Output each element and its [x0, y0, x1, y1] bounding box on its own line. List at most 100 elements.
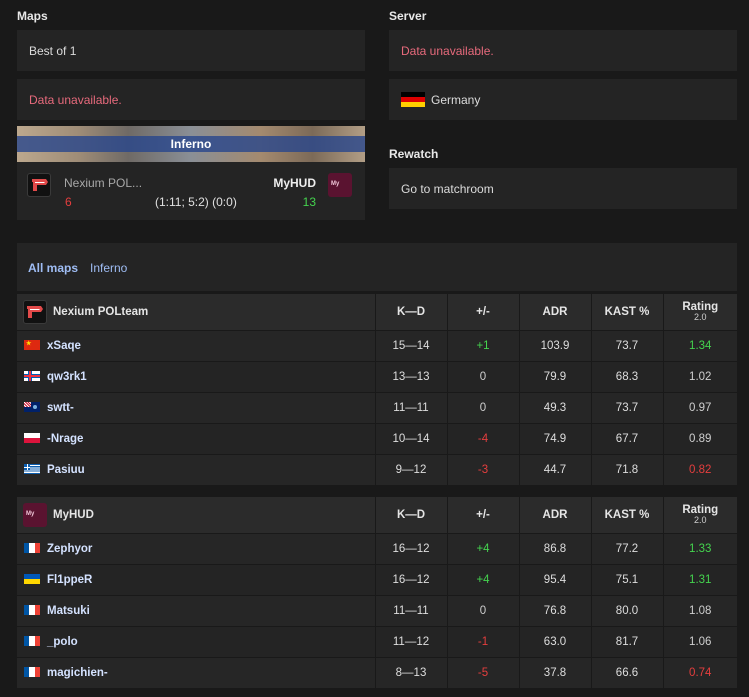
player-row: Fl1ppeR 16—12 +4 95.4 75.1 1.31	[17, 564, 737, 596]
tab-inferno[interactable]: Inferno	[90, 261, 128, 275]
server-heading: Server	[389, 9, 427, 23]
player-rating: 1.33	[663, 533, 737, 565]
matchroom-link[interactable]: Go to matchroom	[401, 181, 494, 196]
map-score-card: Nexium POL... 6 (1:11; 5:2) (0:0) MyHUD …	[17, 162, 365, 220]
player-kd: 11—12	[375, 626, 448, 658]
player-plus-minus: -1	[447, 626, 520, 658]
map-tabs: All maps Inferno	[17, 243, 737, 291]
player-kast: 66.6	[591, 657, 664, 689]
team2-logo-icon: My	[328, 173, 352, 197]
player-adr: 79.9	[519, 361, 592, 393]
greece-flag-icon	[24, 464, 40, 475]
team2-score: 13	[302, 195, 316, 209]
player-name[interactable]: magichien-	[17, 657, 376, 689]
player-name[interactable]: swtt-	[17, 392, 376, 424]
player-adr: 86.8	[519, 533, 592, 565]
player-kd: 16—12	[375, 564, 448, 596]
player-name[interactable]: Zephyor	[17, 533, 376, 565]
team1-table-name: Nexium POLteam	[53, 305, 149, 318]
player-plus-minus: +4	[447, 533, 520, 565]
player-kast: 71.8	[591, 454, 664, 486]
player-kd: 11—11	[375, 392, 448, 424]
france-flag-icon	[24, 636, 40, 647]
player-adr: 37.8	[519, 657, 592, 689]
matchroom-box[interactable]: Go to matchroom	[389, 168, 737, 209]
col-plus-minus: +/-	[447, 294, 520, 331]
player-kast: 75.1	[591, 564, 664, 596]
team2-name: MyHUD	[273, 176, 316, 190]
player-kast: 77.2	[591, 533, 664, 565]
player-kd: 16—12	[375, 533, 448, 565]
ukraine-flag-icon	[24, 574, 40, 585]
poland-flag-icon	[24, 433, 40, 444]
player-kd: 8—13	[375, 657, 448, 689]
player-row: -Nrage 10—14 -4 74.9 67.7 0.89	[17, 423, 737, 455]
server-location: Germany	[431, 93, 481, 107]
col-kd: K—D	[375, 497, 448, 534]
player-adr: 95.4	[519, 564, 592, 596]
player-kd: 13—13	[375, 361, 448, 393]
player-adr: 74.9	[519, 423, 592, 455]
tab-all-maps[interactable]: All maps	[28, 261, 79, 275]
team2-header: My MyHUD	[17, 497, 376, 534]
match-format: Best of 1	[29, 43, 77, 58]
player-adr: 44.7	[519, 454, 592, 486]
player-rating: 0.89	[663, 423, 737, 455]
player-row: qw3rk1 13—13 0 79.9 68.3 1.02	[17, 361, 737, 393]
col-adr: ADR	[519, 497, 592, 534]
col-plus-minus: +/-	[447, 497, 520, 534]
player-name[interactable]: Fl1ppeR	[17, 564, 376, 596]
format-box: Best of 1	[17, 30, 365, 71]
col-kast: KAST %	[591, 294, 664, 331]
team1-stats-table: Nexium POLteam K—D +/- ADR KAST % Rating…	[17, 294, 737, 486]
player-name[interactable]: Matsuki	[17, 595, 376, 627]
team1-header: Nexium POLteam	[17, 294, 376, 331]
player-kast: 67.7	[591, 423, 664, 455]
team1-score: 6	[65, 195, 72, 209]
team1-name: Nexium POL...	[64, 176, 143, 190]
player-row: _polo 11—12 -1 63.0 81.7 1.06	[17, 626, 737, 658]
player-rating: 0.74	[663, 657, 737, 689]
veto-box: Data unavailable.	[17, 79, 365, 120]
map-banner[interactable]: Inferno	[17, 126, 365, 162]
location-box: Germany	[389, 79, 737, 120]
falkland-flag-icon	[24, 402, 40, 413]
team2-table-name: MyHUD	[53, 508, 94, 521]
player-name[interactable]: Pasiuu	[17, 454, 376, 486]
player-kd: 9—12	[375, 454, 448, 486]
player-name[interactable]: _polo	[17, 626, 376, 658]
server-unavailable: Data unavailable.	[401, 43, 494, 58]
faroe-flag-icon	[24, 371, 40, 382]
col-rating: Rating 2.0	[663, 294, 737, 331]
germany-flag-icon	[401, 92, 425, 107]
player-plus-minus: +1	[447, 330, 520, 362]
player-rating: 0.97	[663, 392, 737, 424]
player-name[interactable]: ★ xSaqe	[17, 330, 376, 362]
player-adr: 63.0	[519, 626, 592, 658]
col-adr: ADR	[519, 294, 592, 331]
player-kast: 68.3	[591, 361, 664, 393]
player-kast: 73.7	[591, 392, 664, 424]
player-rating: 1.06	[663, 626, 737, 658]
player-rating: 1.02	[663, 361, 737, 393]
player-row: Pasiuu 9—12 -3 44.7 71.8 0.82	[17, 454, 737, 486]
player-rating: 1.34	[663, 330, 737, 362]
player-row: swtt- 11—11 0 49.3 73.7 0.97	[17, 392, 737, 424]
col-kast: KAST %	[591, 497, 664, 534]
player-kast: 80.0	[591, 595, 664, 627]
player-plus-minus: -3	[447, 454, 520, 486]
map-name: Inferno	[170, 137, 212, 151]
player-name[interactable]: qw3rk1	[17, 361, 376, 393]
player-row: ★ xSaqe 15—14 +1 103.9 73.7 1.34	[17, 330, 737, 362]
player-plus-minus: 0	[447, 595, 520, 627]
france-flag-icon	[24, 667, 40, 678]
rewatch-heading: Rewatch	[389, 147, 439, 161]
player-adr: 76.8	[519, 595, 592, 627]
player-kd: 11—11	[375, 595, 448, 627]
player-kast: 81.7	[591, 626, 664, 658]
player-name[interactable]: -Nrage	[17, 423, 376, 455]
player-plus-minus: -5	[447, 657, 520, 689]
france-flag-icon	[24, 543, 40, 554]
france-flag-icon	[24, 605, 40, 616]
player-row: magichien- 8—13 -5 37.8 66.6 0.74	[17, 657, 737, 689]
